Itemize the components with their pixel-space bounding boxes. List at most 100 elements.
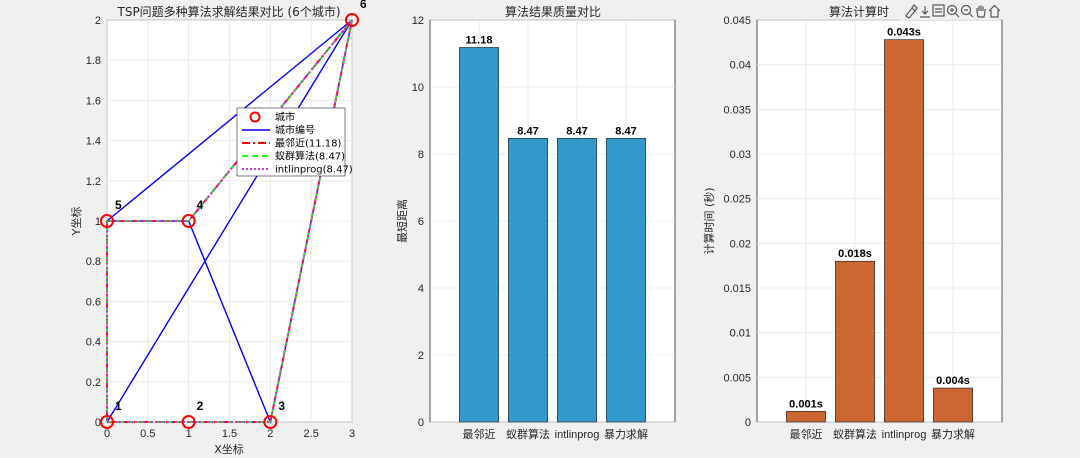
route-line <box>106 19 353 423</box>
quality-bar-chart: 11.188.47 8.47 8.47 最邻近 蚁群算法 intlinprog 暴力求解 … <box>395 4 676 441</box>
x-tick-label: 2.5 <box>304 428 319 440</box>
y-tick-label: 10 <box>412 82 424 94</box>
y-tick-label: 0.005 <box>723 372 751 384</box>
y-tick-label: 0.04 <box>730 60 751 72</box>
axes-toolbar <box>900 2 1001 20</box>
y-tick-label: 0.025 <box>723 194 751 206</box>
x-axis-label: X坐标 <box>214 442 244 456</box>
y-axis-label: Y坐标 <box>69 207 83 237</box>
export-icon[interactable] <box>920 6 930 18</box>
x-tick-label: 0.5 <box>140 428 155 440</box>
y-axis-label: 计算时间 (秒) <box>702 187 716 254</box>
y-tick-label: 0.8 <box>86 256 101 268</box>
y-tick-label: 1.2 <box>86 176 101 188</box>
city-marker <box>181 214 196 228</box>
x-tick-label: 蚁群算法 <box>833 427 877 441</box>
y-tick-label: 12 <box>412 15 424 27</box>
x-tick-label: 2 <box>267 428 273 440</box>
x-tick-label: 最邻近 <box>790 428 823 441</box>
x-tick-label: 暴力求解 <box>931 427 975 441</box>
legend-entry: intlinprog(8.47) <box>275 165 353 176</box>
x-tick-label: 1 <box>186 428 192 440</box>
bar <box>835 260 875 423</box>
y-tick-label: 1.8 <box>86 55 101 67</box>
data-label: 8.47 <box>517 125 538 137</box>
y-axis-label: 最短距离 <box>395 199 409 243</box>
bar <box>786 410 826 423</box>
data-label: 8.47 <box>615 125 636 137</box>
y-tick-label: 0.035 <box>723 104 751 116</box>
y-tick-label: 0.01 <box>730 328 751 340</box>
y-tick-label: 4 <box>418 283 424 295</box>
y-tick-label: 0.03 <box>730 149 751 161</box>
data-label: 8.47 <box>566 125 587 137</box>
x-tick-label: intlinprog <box>882 429 927 441</box>
data-label: 0.001s <box>789 398 823 410</box>
chart-title: TSP问题多种算法求解结果对比 (6个城市) <box>117 4 341 19</box>
city-label: 1 <box>115 399 122 413</box>
x-tick-label: 3 <box>349 428 355 440</box>
y-tick-label: 8 <box>418 149 424 161</box>
legend-marker <box>249 111 261 123</box>
city-label: 3 <box>278 399 285 413</box>
legend-entry: 蚁群算法(8.47) <box>275 150 345 163</box>
x-tick-label: 0 <box>104 428 110 440</box>
y-tick-label: 1 <box>95 216 101 228</box>
chart-title: 算法结果质量对比 <box>505 4 601 19</box>
legend-entry: 城市编号 <box>275 124 315 137</box>
city-marker <box>263 415 278 429</box>
tsp-route-chart: 1 2 3 4 5 6 0 0.5 1 1.5 2 2.5 3 0 0.2 0.4 0.6 0.8 1 1.2 1.… <box>69 0 367 456</box>
plot-area <box>756 19 1003 423</box>
chart-title: 算法计算时 <box>829 4 889 19</box>
y-tick-label: 1.4 <box>86 136 101 148</box>
y-tick-label: 0 <box>745 417 751 429</box>
x-tick-label: 蚁群算法 <box>506 427 550 441</box>
bar <box>933 387 973 423</box>
data-label: 0.043s <box>887 27 921 39</box>
y-tick-label: 0.015 <box>723 283 751 295</box>
legend-box <box>236 107 346 177</box>
bar <box>557 137 597 423</box>
y-tick-label: 0.045 <box>723 15 751 27</box>
city-marker <box>181 415 196 429</box>
data-label: 11.18 <box>466 34 493 46</box>
zoom-out-icon[interactable] <box>960 4 974 18</box>
y-tick-label: 0.2 <box>86 377 101 389</box>
y-tick-label: 0.02 <box>730 238 751 250</box>
city-marker <box>100 214 114 228</box>
city-label: 5 <box>115 198 122 212</box>
zoom-in-icon[interactable] <box>946 4 960 18</box>
x-tick-label: intlinprog <box>555 429 600 441</box>
y-tick-label: 6 <box>418 216 424 228</box>
y-tick-label: 1.6 <box>86 95 101 107</box>
x-tick-label: 暴力求解 <box>604 427 648 441</box>
city-marker <box>100 415 114 429</box>
city-label: 2 <box>197 399 204 413</box>
y-tick-label: 0.4 <box>86 337 101 349</box>
datatip-icon[interactable] <box>932 4 945 17</box>
y-tick-label: 2 <box>418 350 424 362</box>
time-bar-chart: 0.001s 0.018s 0.043s 0.004s 最邻近 蚁群算法 intlinpr… <box>702 4 1003 441</box>
y-tick-label: 2 <box>95 15 101 27</box>
x-tick-label: 1.5 <box>222 428 237 440</box>
data-label: 0.018s <box>838 248 872 260</box>
bar <box>459 47 499 423</box>
legend-entry: 城市 <box>275 111 295 124</box>
data-label: 0.004s <box>936 375 970 387</box>
city-label: 4 <box>197 198 204 212</box>
home-icon[interactable] <box>988 4 1001 18</box>
y-tick-label: 0 <box>95 417 101 429</box>
legend-entry: 最邻近(11.18) <box>275 137 342 150</box>
y-tick-label: 0.6 <box>86 296 101 308</box>
y-tick-label: 0 <box>418 417 424 429</box>
pan-icon[interactable] <box>976 5 986 18</box>
brush-icon[interactable] <box>905 4 918 19</box>
bar <box>508 137 548 423</box>
city-label: 6 <box>360 0 367 11</box>
x-tick-label: 最邻近 <box>463 428 496 441</box>
bar <box>606 137 646 423</box>
bar <box>884 39 924 423</box>
city-marker <box>345 13 359 27</box>
